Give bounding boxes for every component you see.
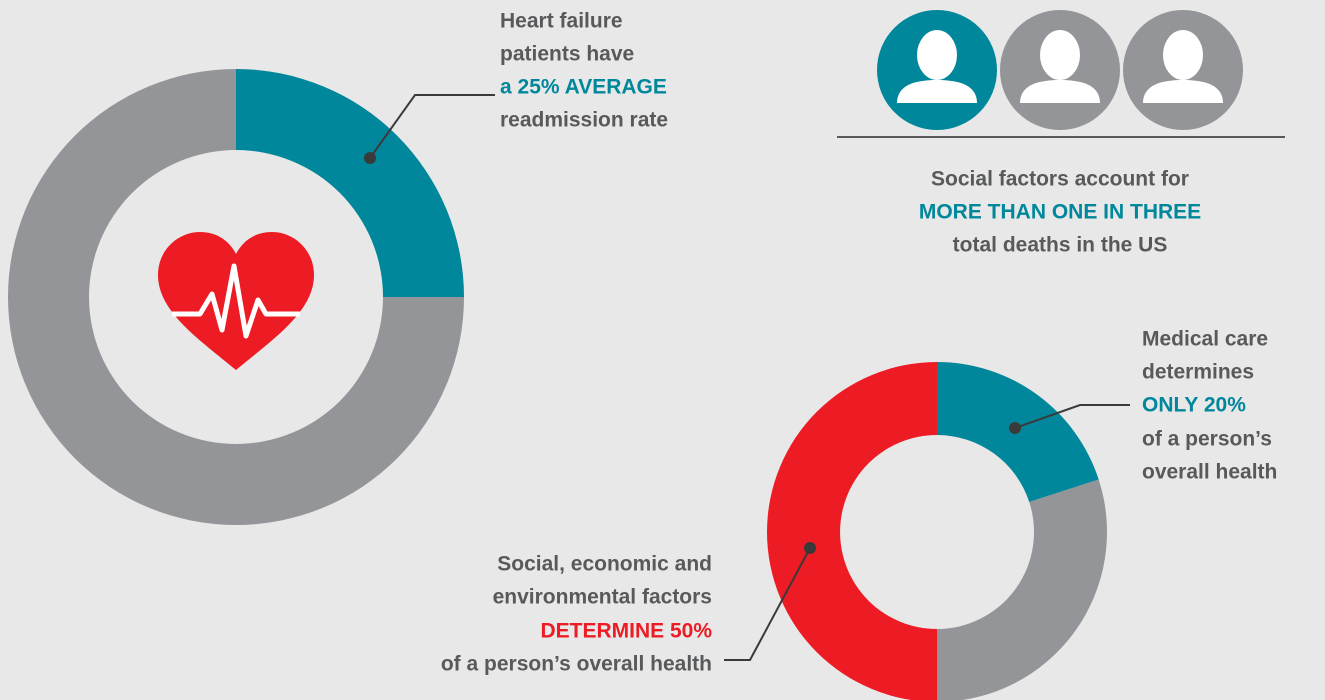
annotation-line: of a person’s overall health	[441, 653, 712, 676]
leader-lines	[364, 94, 1130, 661]
donut-slice	[8, 69, 464, 525]
heart-icon	[158, 232, 314, 370]
annotation-line: readmission rate	[500, 109, 668, 132]
annotation-line: determines	[1142, 361, 1254, 384]
annotation-line: environmental factors	[493, 586, 712, 609]
annotation-highlight: DETERMINE 50%	[540, 620, 712, 643]
annotation-line: of a person’s	[1142, 428, 1272, 451]
annotation-line: Heart failure	[500, 10, 623, 33]
annotation-line: Social, economic and	[497, 553, 712, 576]
callout-highlight: MORE THAN ONE IN THREE	[919, 201, 1201, 224]
donut-slice	[767, 362, 937, 700]
annotation-highlight: ONLY 20%	[1142, 394, 1246, 417]
callout-line: total deaths in the US	[953, 234, 1168, 257]
annotation-highlight: a 25% AVERAGE	[500, 76, 667, 99]
callout-line: Social factors account for	[931, 168, 1189, 191]
annotation-line: patients have	[500, 43, 634, 66]
donut-slice	[937, 479, 1108, 700]
donut-slice	[236, 69, 464, 297]
person-icons	[837, 10, 1285, 138]
annotation-line: overall health	[1142, 461, 1277, 484]
annotation-line: Medical care	[1142, 328, 1268, 351]
